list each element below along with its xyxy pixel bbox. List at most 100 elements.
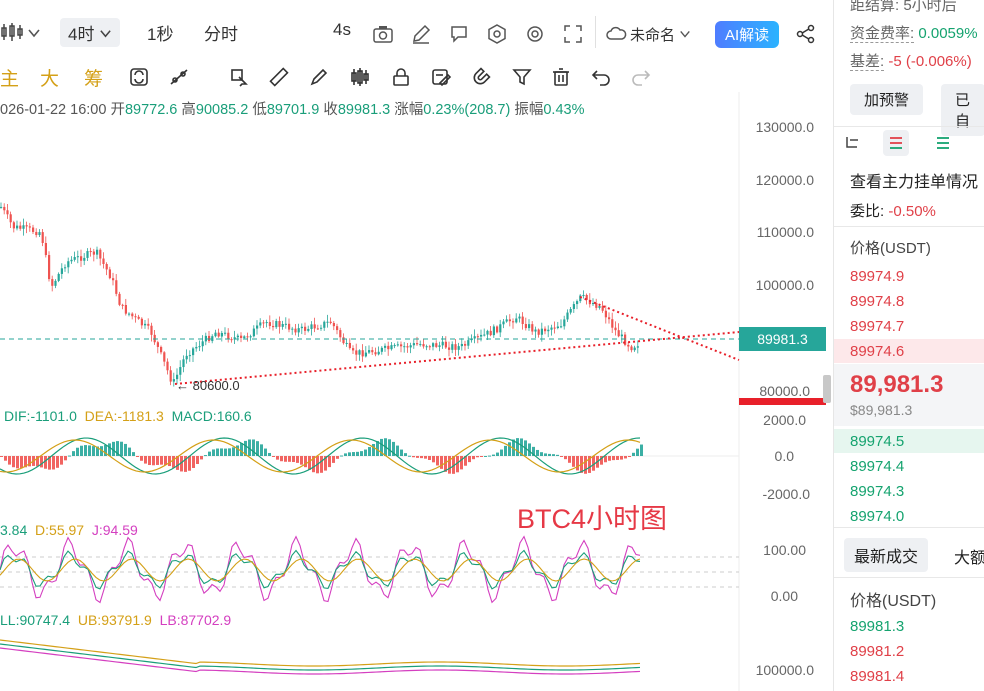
macd-dif: DIF:-1101.0 xyxy=(4,408,77,424)
chevron-down-icon[interactable] xyxy=(27,26,41,40)
lock-icon[interactable] xyxy=(390,66,412,88)
candle-body xyxy=(540,328,543,335)
candle-body xyxy=(249,336,252,338)
candle-body xyxy=(572,304,575,309)
candle-body xyxy=(515,318,518,323)
candle-body xyxy=(256,325,259,329)
macd-histogram-bar xyxy=(8,456,11,465)
candle-body xyxy=(620,334,623,337)
settings-icon[interactable] xyxy=(524,23,546,45)
macd-tick-2000: 2000.0 xyxy=(763,412,806,428)
macd-histogram-bar xyxy=(568,456,571,463)
candle-body xyxy=(345,342,348,344)
ask-row[interactable]: 89974.6 xyxy=(850,343,905,360)
macd-histogram-bar xyxy=(280,456,283,462)
macd-histogram-bar xyxy=(260,444,263,456)
secondary-button[interactable]: 已自 xyxy=(941,84,984,136)
macd-histogram-bar xyxy=(436,456,439,466)
macd-histogram-bar xyxy=(460,456,463,470)
candle-body xyxy=(246,336,249,338)
redo-icon[interactable] xyxy=(630,66,652,88)
sync-icon[interactable] xyxy=(128,66,150,88)
ruler-icon[interactable] xyxy=(268,66,290,88)
ask-row[interactable]: 89974.7 xyxy=(850,318,905,335)
large-order-tab[interactable]: 大 xyxy=(40,69,60,90)
bid-row[interactable]: 89974.4 xyxy=(850,458,905,475)
candle-body xyxy=(96,249,99,255)
undo-icon[interactable] xyxy=(590,66,612,88)
candle-body xyxy=(137,316,140,319)
interval-timeshare-button[interactable]: 分时 xyxy=(204,25,238,44)
macd-histogram-bar xyxy=(300,456,303,465)
kline-chart-area[interactable]: 026-01-22 16:00 开89772.6 高90085.2 低89701… xyxy=(0,92,831,691)
macd-histogram-bar xyxy=(532,446,535,456)
panel-collapse-handle[interactable] xyxy=(823,375,831,403)
candle-body xyxy=(480,334,483,337)
camera-icon[interactable] xyxy=(372,23,394,45)
ask-row[interactable]: 89974.9 xyxy=(850,268,905,285)
trend-line-tool-icon[interactable] xyxy=(168,66,190,88)
settlement-row: 距结算: 5小时后 xyxy=(850,0,957,15)
candle-body xyxy=(332,323,335,327)
close-label: 收 xyxy=(323,102,338,118)
candle-body xyxy=(633,347,636,351)
kdj-j-line xyxy=(0,535,641,604)
main-indicator-tab[interactable]: 主 xyxy=(0,69,20,90)
macd-histogram-bar xyxy=(500,449,503,456)
candle-body xyxy=(576,301,579,305)
bid-row[interactable]: 89974.3 xyxy=(850,483,905,500)
candle-body xyxy=(483,334,486,336)
candle-body xyxy=(156,342,159,347)
candle-type-icon[interactable] xyxy=(0,22,24,42)
candle-body xyxy=(636,346,639,348)
interval-4h-dropdown[interactable]: 4时 xyxy=(60,18,121,47)
macd-histogram-bar xyxy=(144,456,147,464)
trash-icon[interactable] xyxy=(550,66,572,88)
ask-row[interactable]: 89974.8 xyxy=(850,293,905,310)
filter-icon[interactable] xyxy=(511,66,533,88)
candle-body xyxy=(499,324,502,333)
macd-histogram-bar xyxy=(240,443,243,456)
add-alert-button[interactable]: 加预警 xyxy=(850,84,924,115)
candle-body xyxy=(268,322,271,326)
ratio-label: 委比: xyxy=(850,203,885,220)
select-tool-icon[interactable] xyxy=(228,66,250,88)
pencil-icon[interactable] xyxy=(410,23,432,45)
close-value: 89981.3 xyxy=(337,102,391,118)
refresh-interval-button[interactable]: 4s xyxy=(333,20,351,39)
macd-histogram-bar xyxy=(92,446,95,456)
macd-histogram-bar xyxy=(484,455,487,457)
candle-body xyxy=(454,344,457,350)
edit-list-icon[interactable] xyxy=(430,66,452,88)
candle-body xyxy=(608,317,611,320)
cloud-icon[interactable] xyxy=(605,23,627,45)
magnet-icon[interactable] xyxy=(470,66,492,88)
bid-row[interactable]: 89974.0 xyxy=(850,508,905,525)
candle-body xyxy=(556,326,559,329)
hexagon-settings-icon[interactable] xyxy=(486,23,508,45)
interval-1s-button[interactable]: 1秒 xyxy=(147,25,174,44)
note-icon[interactable] xyxy=(448,23,470,45)
chip-distribution-tab[interactable]: 筹 xyxy=(84,69,104,90)
change-label: 涨幅 xyxy=(394,102,424,118)
macd-dif-line xyxy=(0,437,641,475)
orderbook-list-icon[interactable] xyxy=(934,134,952,152)
macd-histogram-bar xyxy=(428,456,431,460)
macd-histogram-bar xyxy=(432,456,435,463)
candle-body xyxy=(425,346,428,348)
big-orders-link[interactable]: 查看主力挂单情况 xyxy=(850,174,979,191)
bid-row[interactable]: 89974.5 xyxy=(850,433,905,450)
candles-tool-icon[interactable] xyxy=(349,66,371,88)
latest-trades-tab[interactable]: 最新成交 xyxy=(844,538,929,572)
ai-analysis-button[interactable]: AI解读 xyxy=(715,21,780,48)
large-trades-tab[interactable]: 大额 xyxy=(954,550,984,567)
fullscreen-icon[interactable] xyxy=(562,23,584,45)
share-icon[interactable] xyxy=(795,23,817,45)
orderbook-both-icon[interactable] xyxy=(844,134,862,152)
macd-histogram-bar xyxy=(312,456,315,473)
layout-name-dropdown[interactable]: 未命名 xyxy=(630,24,691,45)
macd-histogram-bar xyxy=(104,445,107,456)
candle-body xyxy=(422,344,425,347)
orderbook-asks-icon[interactable] xyxy=(883,130,909,156)
brush-icon[interactable] xyxy=(308,66,330,88)
